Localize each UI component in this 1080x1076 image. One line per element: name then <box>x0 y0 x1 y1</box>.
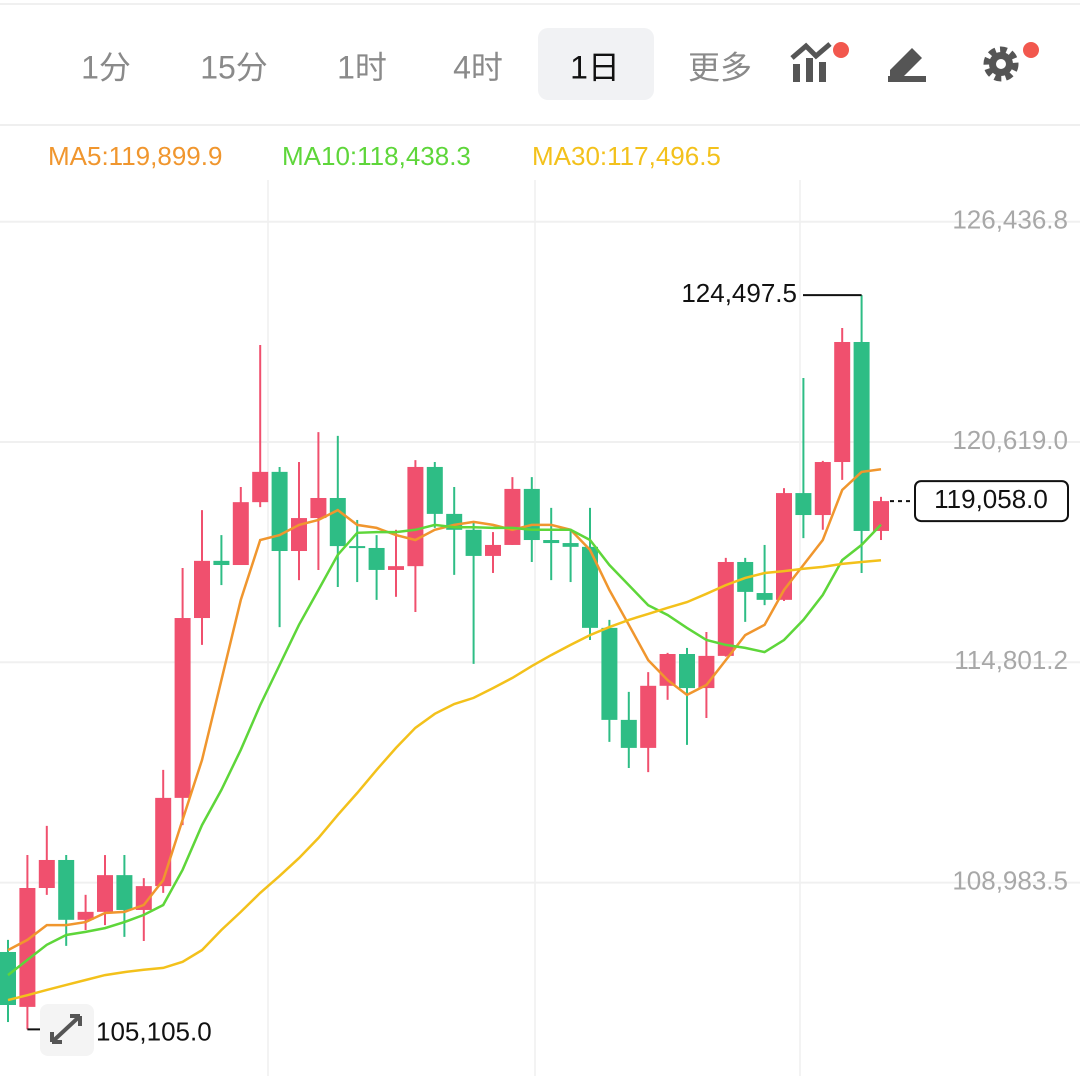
icon-part <box>983 46 1019 82</box>
icon-part <box>806 58 813 82</box>
candle-body <box>349 546 366 549</box>
legend-entry: MA30:117,496.5 <box>532 141 721 171</box>
candle-body <box>194 560 210 619</box>
candle-body <box>232 502 249 566</box>
last-price-label: 119,058.0 <box>934 484 1048 514</box>
candle-body <box>795 493 812 516</box>
notification-dot <box>1023 42 1039 58</box>
tab[interactable]: 4时 <box>453 49 503 85</box>
tab[interactable]: 1时 <box>337 49 387 85</box>
candle-body <box>19 888 36 1007</box>
tab[interactable]: 15分 <box>200 49 268 85</box>
candle-body <box>38 859 55 889</box>
icon-part <box>793 64 800 82</box>
tabs: 1分 15分 1时 4时 1日 更多 <box>81 49 752 85</box>
candle-body <box>388 566 404 570</box>
candle-body <box>873 501 889 531</box>
icon-part <box>888 76 926 82</box>
candle-body <box>582 546 598 628</box>
candle-body <box>58 859 75 920</box>
settings-icon[interactable] <box>983 42 1039 82</box>
candle-body <box>465 529 482 556</box>
candle-body <box>717 561 734 656</box>
candle-body <box>562 543 579 547</box>
min-label: 105,105.0 <box>96 1016 212 1046</box>
candle-body <box>523 488 540 541</box>
last-price-box <box>914 480 1069 523</box>
max-label: 124,497.5 <box>681 278 797 308</box>
legend: MA5:119,899.9 MA10:118,438.3 MA30:117,496.… <box>48 141 721 171</box>
candle-body <box>543 540 560 544</box>
ma-line <box>7 523 882 977</box>
candle-body <box>504 488 521 545</box>
icon-part <box>790 42 832 60</box>
plot <box>0 295 889 1030</box>
candle-body <box>776 493 792 600</box>
annotations: 124,497.5 105,105.0 119,058.0 <box>27 278 1069 1046</box>
y-tick-label: 114,801.2 <box>954 645 1068 675</box>
legend-entry: MA10:118,438.3 <box>282 141 471 171</box>
candle-body <box>640 685 657 748</box>
candle-body <box>213 560 230 566</box>
candle-body <box>329 497 346 547</box>
candle-body <box>0 951 16 1006</box>
candle-body <box>135 886 152 910</box>
expand-arrows <box>50 1014 82 1044</box>
icon-part <box>819 62 826 82</box>
candle-body <box>77 911 94 920</box>
candle-body <box>174 618 191 798</box>
candle-body <box>368 547 385 570</box>
indicator-icon[interactable] <box>790 42 849 82</box>
candle-body <box>426 466 443 514</box>
candle-body <box>853 341 870 531</box>
ma-line <box>7 558 882 1002</box>
grid: 108,983.5 114,801.2 120,619.0 126,436.8 <box>0 205 1080 895</box>
y-tick-label: 108,983.5 <box>952 865 1068 895</box>
legend-entry: MA5:119,899.9 <box>48 141 222 171</box>
candle-body <box>97 875 113 912</box>
candle-body <box>407 466 424 567</box>
notification-dot <box>833 42 849 58</box>
tab[interactable]: 1分 <box>81 49 131 85</box>
candle-body <box>834 341 851 463</box>
expand-button[interactable] <box>40 1004 94 1056</box>
candle-body <box>679 653 695 689</box>
y-tick-label: 120,619.0 <box>952 425 1068 455</box>
icon-part <box>996 59 1006 69</box>
candle-body <box>620 719 637 748</box>
icon-part <box>890 48 922 80</box>
candle-body <box>271 471 288 552</box>
active-tab-bg <box>538 28 654 100</box>
draw-icon[interactable] <box>888 48 926 82</box>
candle-body <box>814 462 831 516</box>
candle-body <box>659 653 676 686</box>
y-tick-label: 126,436.8 <box>952 205 1068 235</box>
candle-body <box>116 875 133 910</box>
candle-body <box>310 497 327 519</box>
candle-body <box>155 797 172 887</box>
candle-body <box>601 627 618 720</box>
tab[interactable]: 1日 <box>570 49 620 85</box>
candle-body <box>485 544 501 556</box>
tab[interactable]: 更多 <box>688 49 752 85</box>
candle-body <box>252 471 269 503</box>
candle-body <box>756 593 773 600</box>
